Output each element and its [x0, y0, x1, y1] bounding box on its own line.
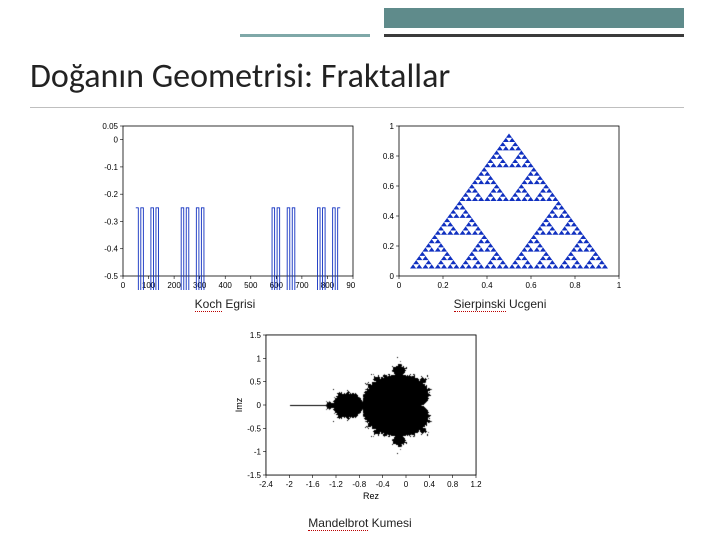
koch-caption: Koch Egrisi [95, 297, 355, 311]
figures-row-top: -0.5-0.4-0.3-0.2-0.100.05010020030040050… [0, 120, 720, 311]
header-accent-teal [384, 8, 684, 28]
mandelbrot-caption: Mandelbrot Kumesi [230, 516, 490, 530]
svg-text:-1.6: -1.6 [306, 480, 320, 489]
svg-text:0.8: 0.8 [447, 480, 459, 489]
mandelbrot-plot: -1.5 -1 -0.5 0 0.5 1 1.5 -2.4 -2 -1.6 -1.2 -0.8 -0.4… [230, 329, 490, 509]
svg-text:-0.5: -0.5 [247, 424, 261, 433]
svg-text:0.2: 0.2 [437, 281, 449, 290]
svg-text:0: 0 [390, 272, 395, 281]
svg-text:-2.4: -2.4 [259, 480, 273, 489]
svg-text:-1: -1 [254, 448, 262, 457]
header-accent-line-dark [384, 34, 684, 37]
koch-plot: -0.5-0.4-0.3-0.2-0.100.05010020030040050… [95, 120, 355, 290]
svg-text:-0.8: -0.8 [352, 480, 366, 489]
svg-text:0.4: 0.4 [424, 480, 436, 489]
svg-text:300: 300 [193, 281, 207, 290]
header-accent-line-teal [240, 34, 370, 37]
sierpinski-plot: 0 0.2 0.4 0.6 0.8 1 0 0.2 0.4 0.6 0.8 1 [375, 120, 625, 290]
svg-text:0: 0 [397, 281, 402, 290]
slide: Doğanın Geometrisi: Fraktallar -0.5-0.4-… [0, 0, 720, 540]
svg-text:0: 0 [404, 480, 409, 489]
svg-text:700: 700 [295, 281, 309, 290]
figure-koch: -0.5-0.4-0.3-0.2-0.100.05010020030040050… [95, 120, 355, 311]
svg-text:-0.2: -0.2 [104, 190, 118, 199]
svg-text:0.4: 0.4 [383, 212, 395, 221]
svg-text:0.8: 0.8 [569, 281, 581, 290]
svg-text:-0.1: -0.1 [104, 163, 118, 172]
figure-mandelbrot: -1.5 -1 -0.5 0 0.5 1 1.5 -2.4 -2 -1.6 -1.2 -0.8 -0.4… [230, 329, 490, 530]
sierpinski-caption-rest: Ucgeni [506, 297, 547, 311]
svg-text:400: 400 [219, 281, 233, 290]
svg-text:-1.5: -1.5 [247, 471, 261, 480]
svg-text:-1.2: -1.2 [329, 480, 343, 489]
sierpinski-caption-prefix: Sierpinski [454, 297, 506, 312]
svg-text:200: 200 [167, 281, 181, 290]
svg-text:-0.3: -0.3 [104, 217, 118, 226]
svg-text:0.8: 0.8 [383, 152, 395, 161]
svg-text:-0.4: -0.4 [104, 245, 118, 254]
svg-text:1: 1 [257, 354, 262, 363]
mandelbrot-caption-rest: Kumesi [368, 516, 411, 530]
svg-text:Imz: Imz [234, 397, 244, 412]
svg-text:-0.4: -0.4 [376, 480, 390, 489]
svg-text:500: 500 [244, 281, 258, 290]
svg-text:1.5: 1.5 [250, 331, 262, 340]
svg-text:0.05: 0.05 [102, 122, 118, 131]
svg-text:Rez: Rez [363, 491, 380, 501]
figure-sierpinski: 0 0.2 0.4 0.6 0.8 1 0 0.2 0.4 0.6 0.8 1 Sierpinski … [375, 120, 625, 311]
svg-text:1: 1 [617, 281, 622, 290]
mandelbrot-caption-prefix: Mandelbrot [308, 516, 368, 531]
slide-title: Doğanın Geometrisi: Fraktallar [30, 56, 684, 108]
koch-caption-rest: Egrisi [222, 297, 255, 311]
svg-text:0: 0 [257, 401, 262, 410]
svg-text:1.2: 1.2 [470, 480, 482, 489]
svg-text:0: 0 [121, 281, 126, 290]
sierpinski-caption: Sierpinski Ucgeni [375, 297, 625, 311]
svg-text:-0.5: -0.5 [104, 272, 118, 281]
svg-text:0.2: 0.2 [383, 242, 395, 251]
figures-container: -0.5-0.4-0.3-0.2-0.100.05010020030040050… [0, 120, 720, 532]
svg-text:0.6: 0.6 [525, 281, 537, 290]
svg-text:0: 0 [114, 136, 119, 145]
svg-text:-2: -2 [286, 480, 294, 489]
svg-text:900: 900 [346, 281, 355, 290]
svg-text:0.4: 0.4 [481, 281, 493, 290]
svg-text:1: 1 [390, 122, 395, 131]
svg-text:0.6: 0.6 [383, 182, 395, 191]
figures-row-bottom: -1.5 -1 -0.5 0 0.5 1 1.5 -2.4 -2 -1.6 -1.2 -0.8 -0.4… [0, 329, 720, 532]
koch-caption-prefix: Koch [195, 297, 222, 312]
svg-text:0.5: 0.5 [250, 378, 262, 387]
